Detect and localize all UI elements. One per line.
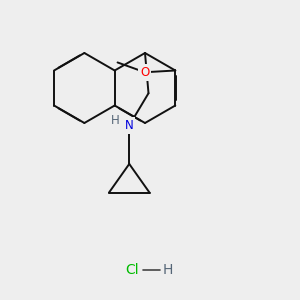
Text: O: O bbox=[140, 66, 149, 79]
Text: H: H bbox=[163, 263, 173, 277]
Text: N: N bbox=[125, 119, 134, 132]
Text: Cl: Cl bbox=[125, 263, 139, 277]
Text: H: H bbox=[111, 114, 120, 127]
